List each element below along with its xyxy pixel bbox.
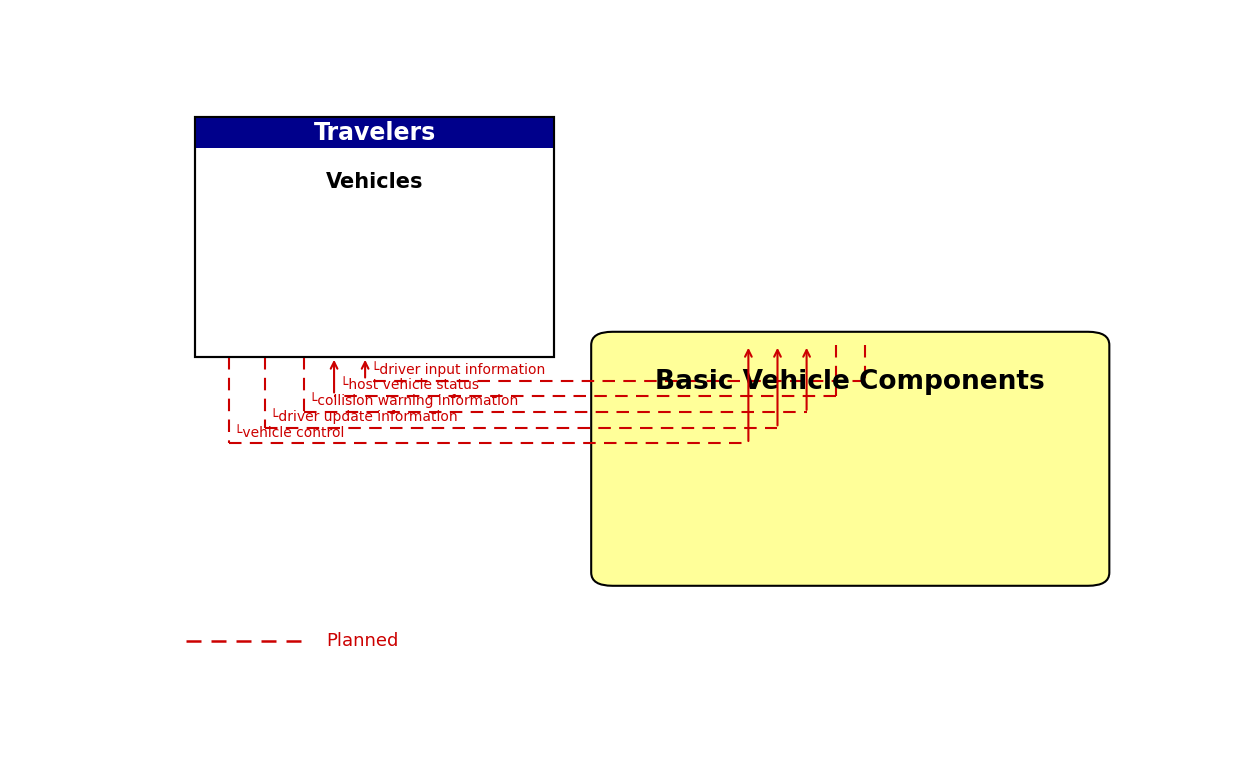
Text: └driver update information: └driver update information [270,408,458,424]
Text: └host vehicle status: └host vehicle status [339,378,478,392]
Text: Basic Vehicle Components: Basic Vehicle Components [655,369,1045,395]
Text: Vehicles: Vehicles [326,173,423,192]
FancyBboxPatch shape [591,331,1109,586]
Text: Travelers: Travelers [314,121,436,145]
Text: └vehicle control: └vehicle control [234,426,344,440]
Text: Planned: Planned [327,633,398,650]
FancyBboxPatch shape [195,117,555,149]
FancyBboxPatch shape [195,117,555,357]
Text: └driver input information: └driver input information [371,362,545,377]
Text: └collision warning information: └collision warning information [309,393,518,408]
